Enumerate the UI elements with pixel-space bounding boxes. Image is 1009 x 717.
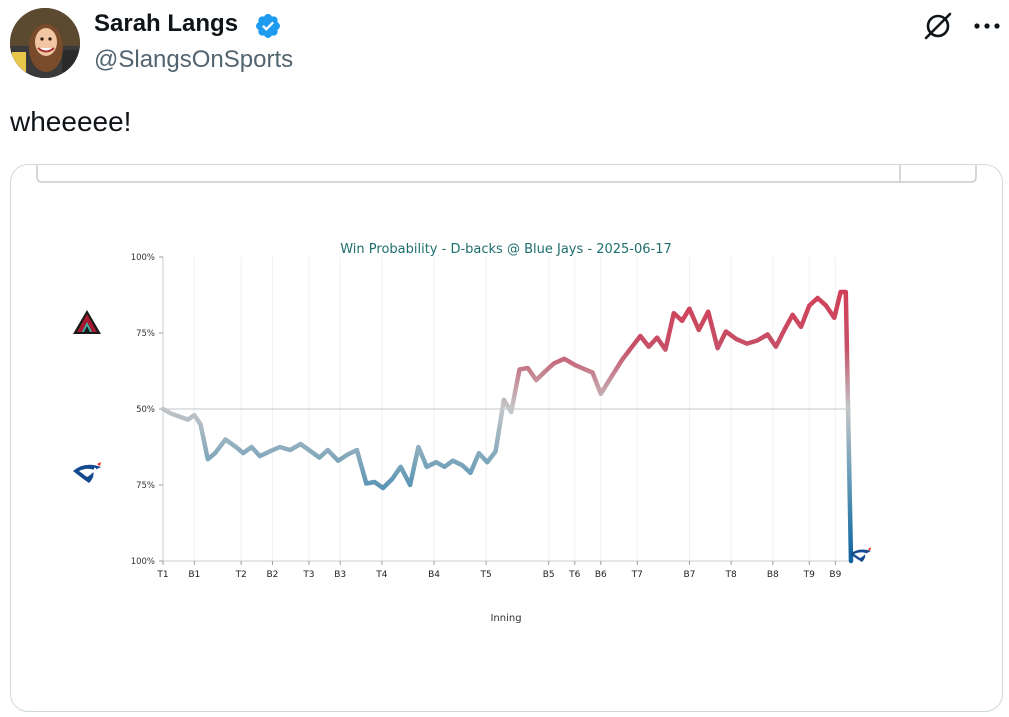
- win-probability-series-line: [160, 289, 854, 564]
- x-tick-label-B9: B9: [829, 570, 841, 580]
- x-tick-label-T4: T4: [375, 570, 387, 580]
- avatar-image: [10, 8, 80, 78]
- win-probability-chart: Win Probability - D-backs @ Blue Jays - …: [36, 165, 977, 624]
- blue-jays-logo: [73, 462, 101, 483]
- x-tick-label-B1: B1: [188, 570, 200, 580]
- x-tick-label-T5: T5: [480, 570, 492, 580]
- x-tick-label-T8: T8: [725, 570, 737, 580]
- avatar[interactable]: [10, 8, 80, 78]
- x-tick-label-B8: B8: [767, 570, 779, 580]
- y-tick-label: 100%: [131, 557, 155, 567]
- x-tick-label-T9: T9: [803, 570, 815, 580]
- y-tick-label: 100%: [131, 253, 155, 263]
- chart-title: Win Probability - D-backs @ Blue Jays - …: [340, 242, 672, 257]
- x-tick-label-T6: T6: [568, 570, 580, 580]
- grok-icon[interactable]: [922, 10, 954, 42]
- y-tick-label: 75%: [136, 329, 155, 339]
- y-tick-label: 50%: [136, 405, 155, 415]
- y-tick-labels: 100% 75% 50% 75% 100%: [131, 253, 163, 567]
- tweet-media[interactable]: Win Probability - D-backs @ Blue Jays - …: [10, 164, 1003, 712]
- x-tick-labels: T1 B1 T2 B2 T3 B3 T4 B4 T5 B5 T6 B6 T7 B7 T8 B8 T9 B9: [156, 561, 842, 580]
- diamondbacks-logo: [73, 310, 101, 334]
- y-tick-label: 75%: [136, 481, 155, 491]
- author-name[interactable]: Sarah Langs: [94, 10, 239, 37]
- x-tick-label-T3: T3: [302, 570, 314, 580]
- x-tick-label-B3: B3: [334, 570, 346, 580]
- verified-badge-icon: [256, 14, 280, 38]
- x-axis-label: Inning: [490, 613, 521, 624]
- cropped-frame-edge: [36, 165, 977, 183]
- blue-jays-logo-end: [850, 547, 871, 562]
- tweet-text: wheeeee!: [10, 106, 132, 137]
- more-icon[interactable]: [970, 12, 1004, 40]
- x-tick-label-B2: B2: [267, 570, 279, 580]
- x-tick-label-B5: B5: [543, 570, 555, 580]
- x-tick-label-B7: B7: [683, 570, 695, 580]
- x-tick-label-B4: B4: [428, 570, 440, 580]
- x-tick-label-T1: T1: [156, 570, 168, 580]
- x-tick-label-B6: B6: [595, 570, 607, 580]
- author-handle[interactable]: @SlangsOnSports: [94, 46, 294, 73]
- x-tick-label-T2: T2: [235, 570, 247, 580]
- x-tick-label-T7: T7: [631, 570, 643, 580]
